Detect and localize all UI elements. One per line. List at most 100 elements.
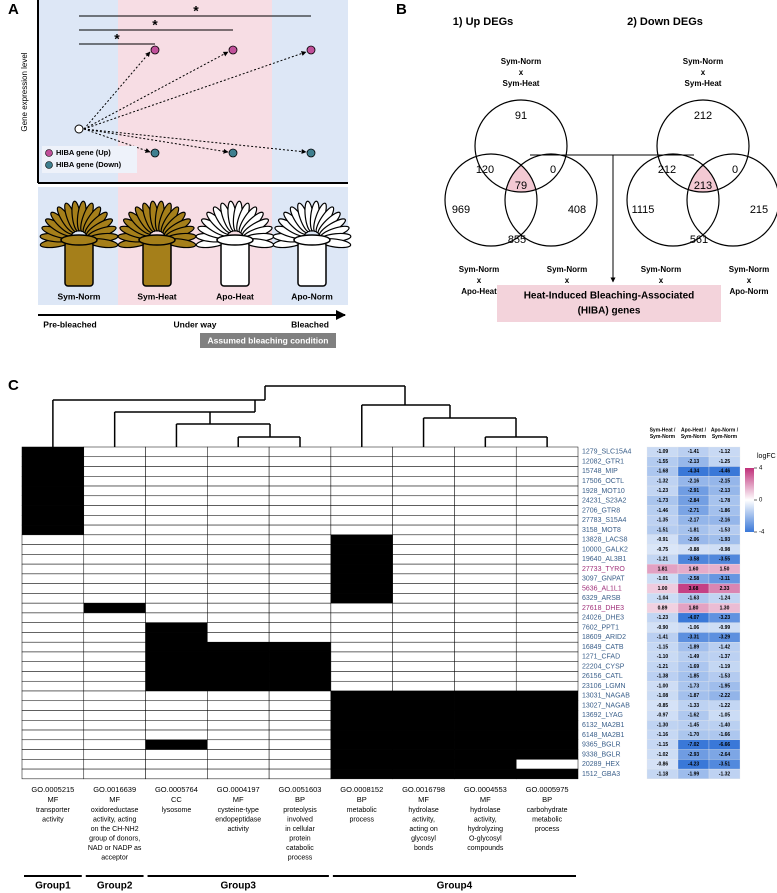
matrix-cell	[268, 456, 332, 467]
go-category: BP	[542, 795, 552, 804]
matrix-cell	[207, 583, 270, 594]
axis-label: Gene expression level	[20, 52, 29, 131]
heatmap-header: Apo-Norm /	[711, 427, 739, 433]
matrix-cell	[268, 495, 332, 506]
heatmap-value: -2.06	[688, 537, 700, 543]
venn-label: Sym-Norm	[729, 265, 769, 274]
go-description: activity,	[474, 816, 497, 823]
gene-label: 24026_DHE3	[582, 615, 624, 622]
go-category: MF	[109, 795, 120, 804]
matrix-cell	[454, 583, 517, 594]
gene-label: 1279_SLC15A4	[582, 449, 632, 456]
gene-label: 27618_DHE3	[582, 605, 624, 612]
matrix-cell	[392, 680, 455, 692]
matrix-cell	[392, 612, 455, 623]
matrix-cell	[330, 729, 393, 741]
matrix-cell	[21, 583, 85, 594]
matrix-cell	[21, 593, 85, 604]
matrix-cell	[83, 651, 146, 662]
heatmap-value: -2.91	[688, 488, 700, 494]
go-description: carbohydrate	[527, 807, 568, 814]
venn-label: Sym-Heat	[503, 79, 540, 88]
heatmap-value: -1.49	[688, 654, 700, 660]
matrix-cell	[454, 720, 517, 731]
matrix-cell	[83, 690, 146, 702]
matrix-cell	[21, 544, 85, 555]
star: *	[114, 31, 120, 47]
matrix-cell	[83, 456, 146, 467]
go-id: GO.0016798	[402, 785, 445, 794]
legend-dot	[45, 149, 53, 157]
matrix-cell	[207, 495, 270, 506]
matrix-cell	[83, 524, 146, 536]
matrix-cell	[454, 661, 517, 672]
go-description: transporter	[36, 807, 71, 814]
matrix-cell	[145, 524, 208, 536]
venn-count: 212	[658, 164, 676, 176]
disk	[60, 234, 98, 246]
matrix-cell	[454, 690, 517, 702]
heatmap-value: -1.73	[657, 498, 669, 504]
up-gene-dot	[228, 45, 238, 55]
matrix-cell	[515, 534, 579, 545]
gene-label: 10000_GALK2	[582, 546, 628, 553]
matrix-cell	[392, 446, 455, 458]
heatmap-header: Sym-Norm	[712, 434, 738, 440]
anemone	[117, 200, 197, 287]
matrix-cell	[330, 632, 393, 643]
matrix-cell	[21, 720, 85, 731]
heatmap-value: 1.30	[720, 605, 730, 611]
matrix-cell	[145, 749, 208, 760]
matrix-cell	[21, 534, 85, 545]
matrix-cell	[268, 602, 332, 614]
go-description: activity, acting	[93, 816, 137, 823]
matrix-cell	[207, 768, 270, 780]
matrix-cell	[515, 466, 579, 477]
matrix-cell	[454, 768, 517, 780]
heatmap-value: -1.55	[657, 459, 669, 465]
legend-label: HIBA gene (Up)	[56, 148, 111, 157]
heatmap-value: -1.38	[657, 674, 669, 680]
matrix-cell	[21, 476, 85, 487]
result-label: (HIBA) genes	[578, 306, 641, 317]
matrix-cell	[454, 554, 517, 565]
matrix-cell	[392, 632, 455, 643]
heatmap-value: -1.35	[657, 518, 669, 524]
matrix-cell	[454, 671, 517, 682]
heatmap-header: Sym-Heat /	[650, 427, 676, 433]
result-label: Heat-Induced Bleaching-Associated	[524, 291, 695, 302]
gene-label: 5636_AL1L1	[582, 585, 622, 592]
heatmap-value: -3.55	[719, 557, 731, 563]
venn-count: 0	[550, 164, 556, 176]
matrix-cell	[330, 466, 393, 477]
venn-label: x	[565, 276, 570, 285]
heatmap-value: -1.15	[657, 644, 669, 650]
matrix-cell	[330, 456, 393, 467]
disk	[216, 234, 254, 246]
heatmap-value: -3.23	[719, 615, 731, 621]
matrix-cell	[268, 710, 332, 721]
condition-label: Apo-Norm	[291, 291, 333, 301]
heatmap-value: -2.84	[688, 498, 700, 504]
go-id: GO.0005975	[526, 785, 569, 794]
disk	[293, 234, 331, 246]
matrix-cell	[268, 573, 332, 584]
body	[220, 241, 250, 287]
matrix-cell	[145, 710, 208, 721]
heatmap-value: 1.80	[689, 605, 699, 611]
matrix-cell	[145, 515, 208, 526]
go-description: compounds	[467, 845, 504, 852]
go-description: proteolysis	[283, 807, 317, 814]
matrix-cell	[392, 749, 455, 760]
matrix-cell	[454, 759, 517, 770]
matrix-cell	[21, 671, 85, 682]
matrix-cell	[83, 710, 146, 721]
matrix-cell	[207, 690, 270, 702]
matrix-cell	[392, 505, 455, 516]
matrix-cell	[515, 622, 579, 633]
gene-label: 19640_AL3B1	[582, 556, 626, 563]
heatmap-value: -1.02	[657, 752, 669, 758]
venn-label: Sym-Norm	[547, 265, 587, 274]
venn-circle	[626, 153, 720, 247]
matrix-cell	[330, 661, 393, 672]
